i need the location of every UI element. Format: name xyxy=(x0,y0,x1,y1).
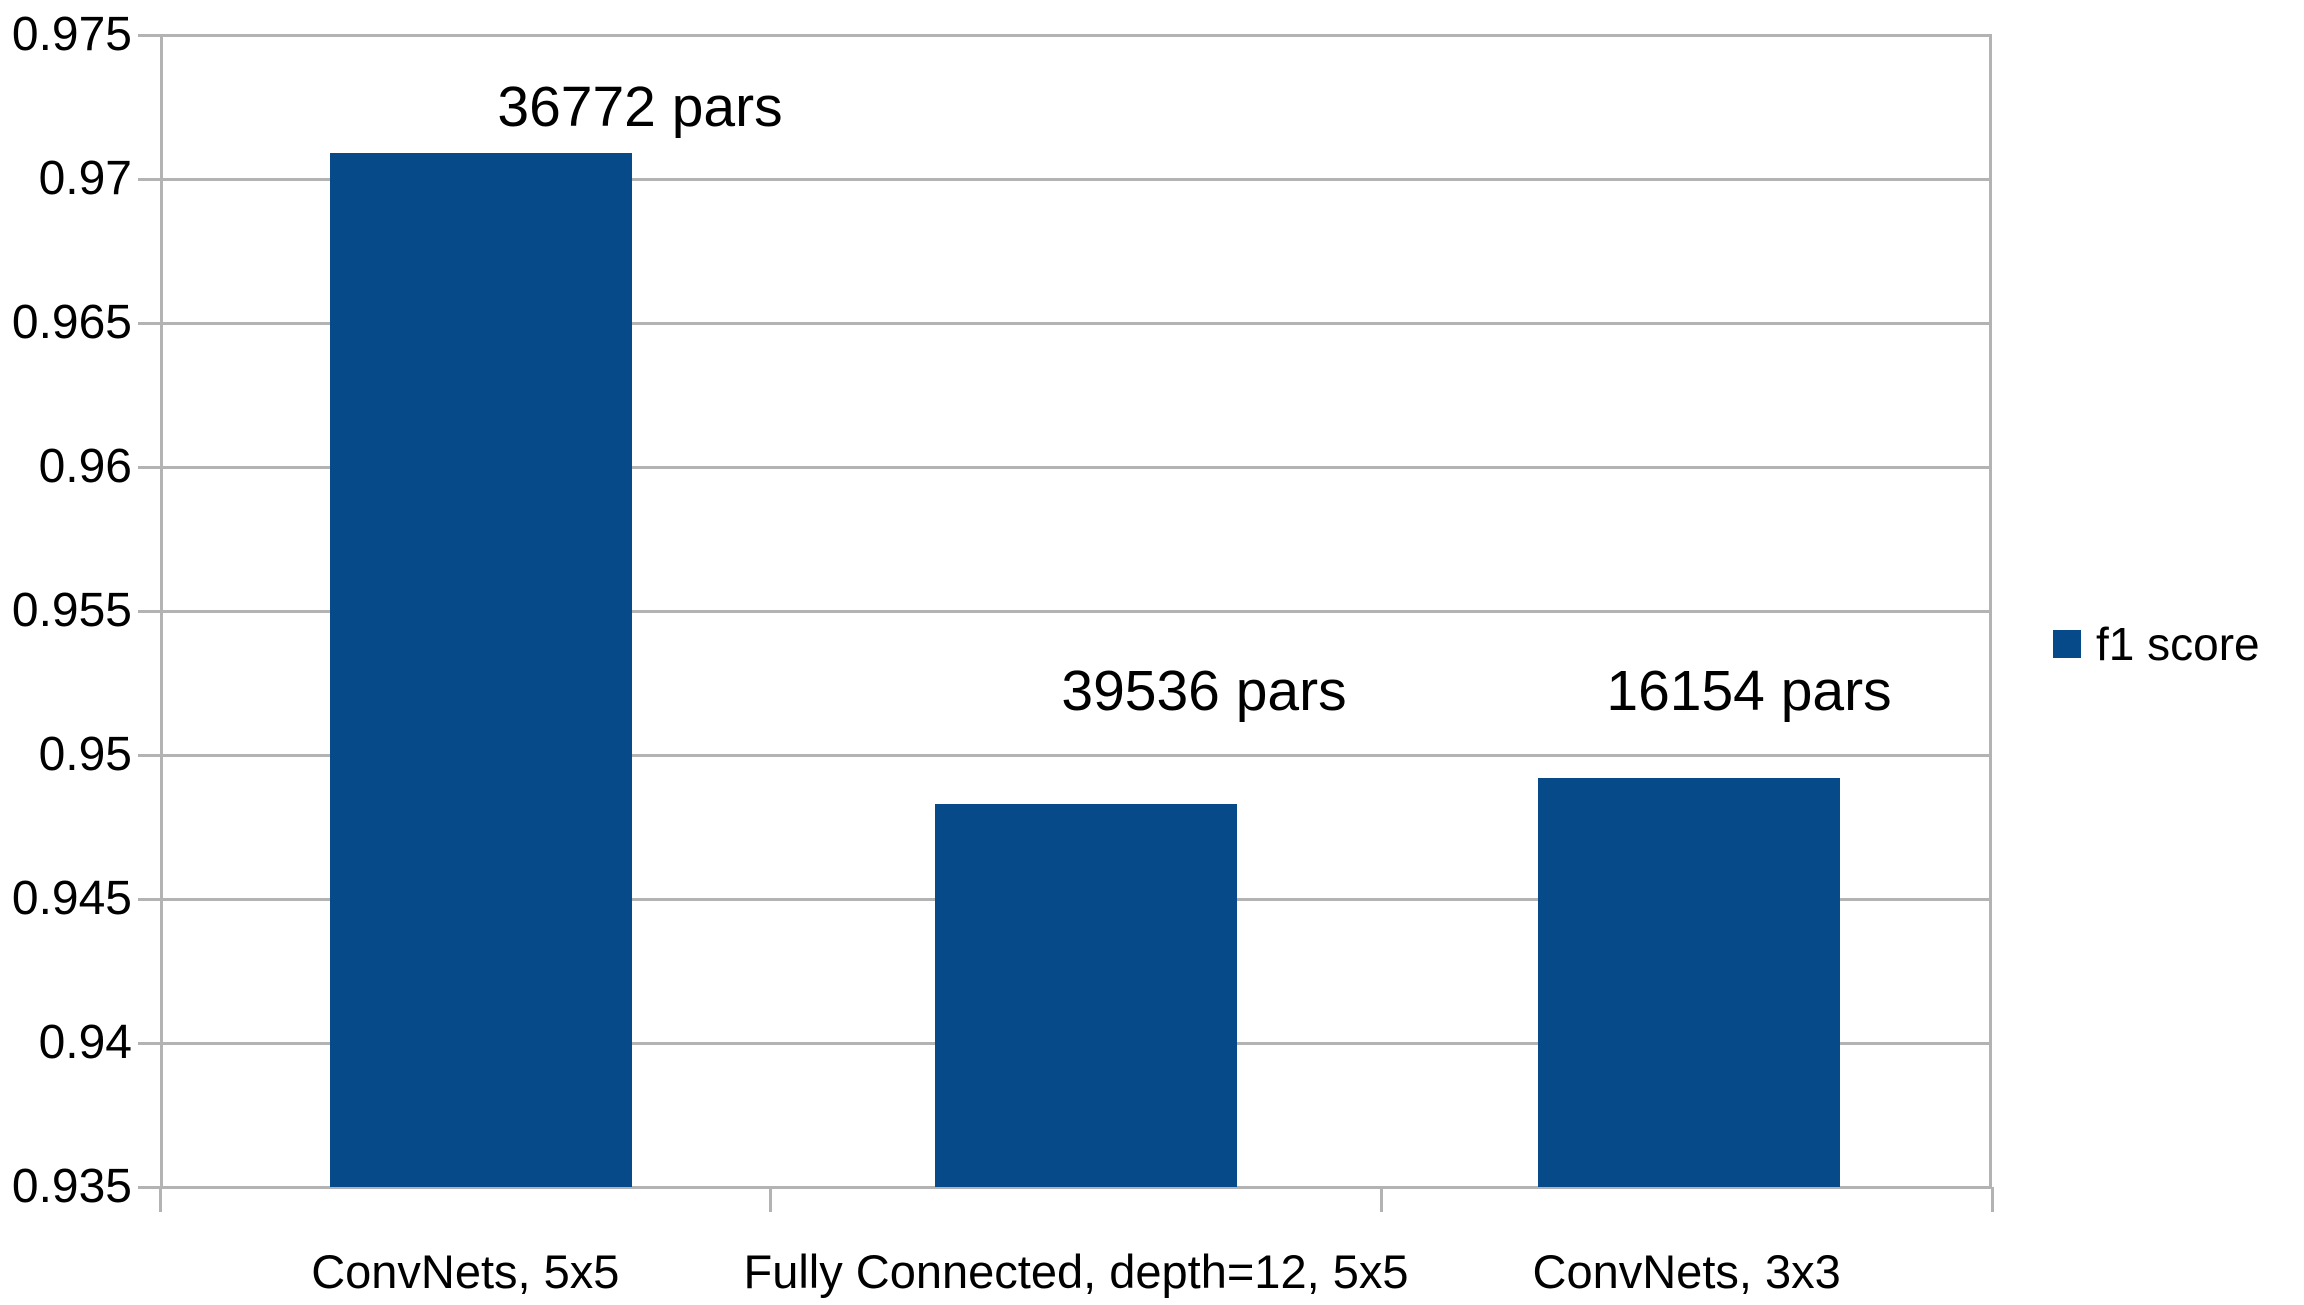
x-category-label-2: Fully Connected, depth=12, 5x5 xyxy=(743,1245,1409,1298)
bar-value-label-2: 39536 pars xyxy=(1061,659,1347,723)
y-axis-tick xyxy=(138,465,160,469)
y-tick-label: 0.975 xyxy=(11,8,132,61)
x-category-label-3: ConvNets, 3x3 xyxy=(1532,1245,1841,1298)
bar-value-label-3: 16154 pars xyxy=(1606,659,1892,723)
y-tick-label: 0.955 xyxy=(11,584,132,637)
x-axis-tick xyxy=(158,1187,162,1212)
y-gridline xyxy=(160,177,1992,181)
legend: f1 score xyxy=(2053,615,2260,673)
y-tick-label: 0.95 xyxy=(38,728,132,781)
x-axis-tick xyxy=(769,1187,773,1212)
legend-color-swatch xyxy=(2053,630,2081,658)
bar-3 xyxy=(1538,778,1840,1187)
bar-1 xyxy=(330,153,632,1187)
legend-series-label: f1 score xyxy=(2096,618,2260,670)
x-axis-tick xyxy=(1379,1187,1383,1212)
bar-value-label-1: 36772 pars xyxy=(497,75,783,139)
y-axis-tick xyxy=(138,753,160,757)
y-gridline xyxy=(160,753,1992,757)
x-category-label-1: ConvNets, 5x5 xyxy=(311,1245,620,1298)
y-tick-label: 0.97 xyxy=(38,152,132,205)
y-gridline xyxy=(160,1185,1992,1189)
y-axis-line xyxy=(160,35,163,1187)
y-tick-label: 0.965 xyxy=(11,296,132,349)
y-axis-tick xyxy=(138,609,160,613)
y-axis-tick xyxy=(138,1185,160,1189)
y-tick-label: 0.935 xyxy=(11,1160,132,1213)
plot-right-border xyxy=(1989,35,1992,1187)
y-gridline xyxy=(160,321,1992,325)
y-gridline xyxy=(160,465,1992,469)
y-tick-label: 0.945 xyxy=(11,872,132,925)
x-axis-tick xyxy=(1990,1187,1994,1212)
y-axis-tick xyxy=(138,33,160,37)
y-tick-label: 0.96 xyxy=(38,440,132,493)
bar-2 xyxy=(935,803,1237,1187)
y-axis-tick xyxy=(138,897,160,901)
y-gridline xyxy=(160,33,1992,37)
y-axis-tick xyxy=(138,1041,160,1045)
y-axis-tick xyxy=(138,321,160,325)
y-axis-tick xyxy=(138,177,160,181)
y-tick-label: 0.94 xyxy=(38,1016,132,1069)
y-gridline xyxy=(160,609,1992,613)
